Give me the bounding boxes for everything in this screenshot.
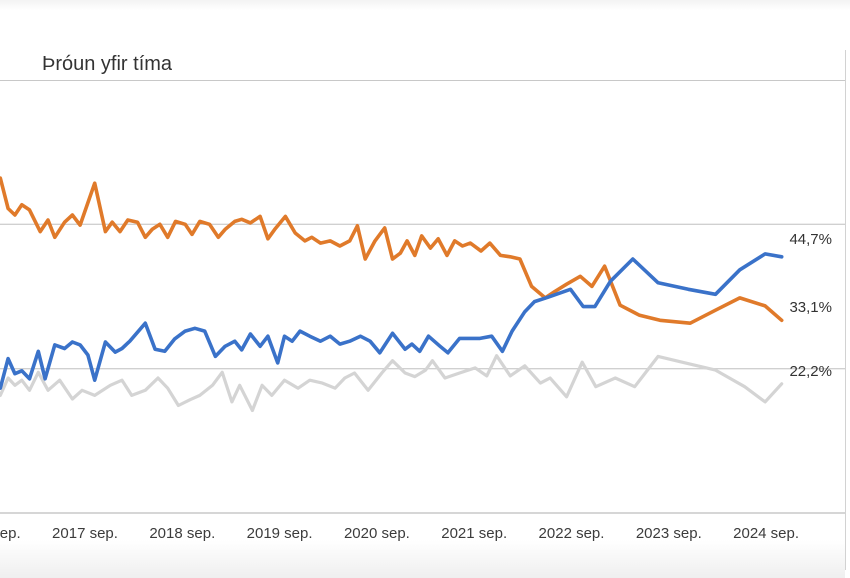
chart-top-border	[0, 80, 845, 81]
series-line-orange	[0, 176, 784, 326]
x-tick-label: 2016 sep.	[0, 525, 21, 542]
bottom-band	[0, 540, 845, 578]
series-line-grey	[0, 354, 784, 413]
chart-right-border	[845, 50, 846, 570]
x-tick-label: 2020 sep.	[344, 525, 410, 542]
x-tick-label: 2019 sep.	[247, 525, 313, 542]
x-tick-label: 2021 sep.	[441, 525, 507, 542]
x-tick-label: 2017 sep.	[52, 525, 118, 542]
end-label-orange: 33,1%	[789, 299, 832, 316]
x-tick-label: 2024 sep.	[733, 525, 799, 542]
end-value-labels: 33,1% 44,7% 22,2%	[789, 231, 832, 380]
series-line-blue	[0, 252, 784, 391]
x-tick-label: 2023 sep.	[636, 525, 702, 542]
end-label-blue: 44,7%	[789, 231, 832, 248]
top-edge-shadow	[0, 0, 850, 10]
series-group	[0, 176, 784, 413]
x-tick-labels: 2016 sep. 2017 sep. 2018 sep. 2019 sep. 2020…	[0, 525, 799, 542]
end-label-grey: 22,2%	[789, 363, 832, 380]
x-tick-label: 2022 sep.	[539, 525, 605, 542]
x-tick-label: 2018 sep.	[149, 525, 215, 542]
chart-title: Þróun yfir tíma	[42, 53, 173, 75]
